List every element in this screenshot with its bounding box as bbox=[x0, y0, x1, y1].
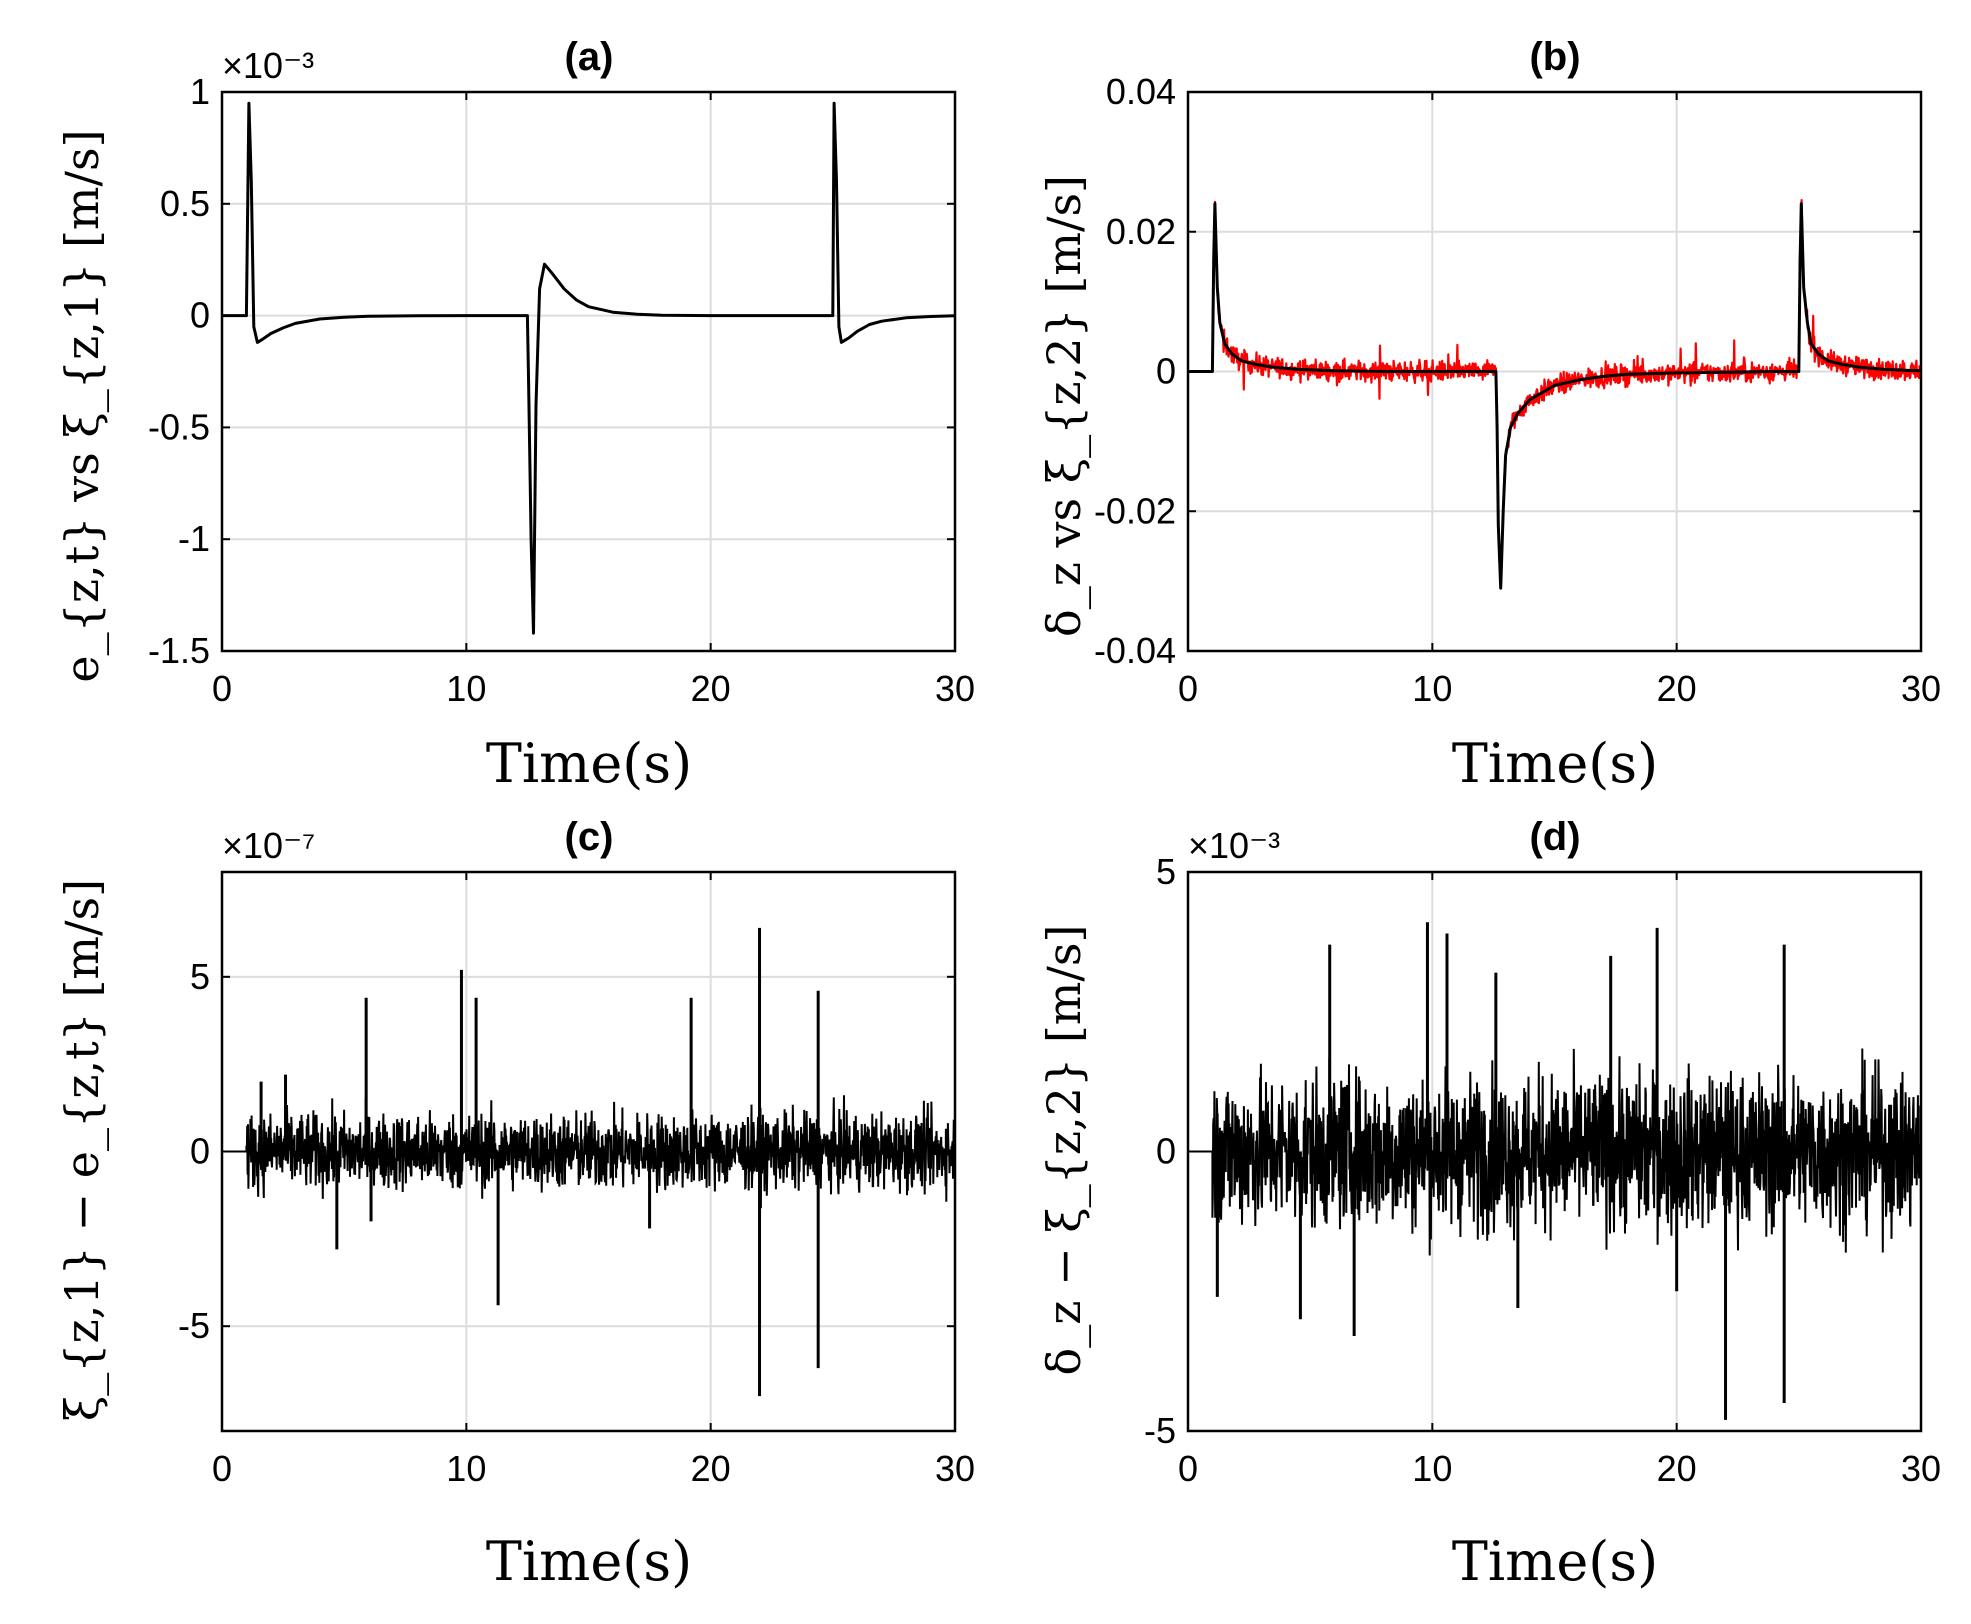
panel-d-xlabel: Time(s) bbox=[1452, 1530, 1658, 1593]
series-line-b-1 bbox=[1188, 202, 1921, 590]
axes-frame-a bbox=[220, 90, 957, 653]
panel-c: (c) ×10⁻⁷ Time(s) ξ_{z,1} − e_{z,t} [m/s… bbox=[55, 815, 975, 1593]
y-tick-label: 0.04 bbox=[1106, 71, 1176, 112]
panel-b-title: (b) bbox=[1529, 35, 1580, 79]
series-line-a-0 bbox=[222, 101, 955, 635]
panel-c-exponent: ×10⁻⁷ bbox=[222, 825, 315, 866]
y-tick-label: -1.5 bbox=[148, 630, 210, 671]
x-tick-label: 10 bbox=[1412, 668, 1452, 709]
plot-area-a bbox=[222, 101, 955, 635]
y-tick-label: -5 bbox=[178, 1305, 210, 1346]
y-tick-label: -5 bbox=[1144, 1410, 1176, 1451]
x-tick-label: 0 bbox=[212, 1448, 232, 1489]
y-tick-label: 0.02 bbox=[1106, 211, 1176, 252]
panel-b-ylabel: δ_z vs ξ_{z,2} [m/s] bbox=[1037, 175, 1091, 637]
x-tick-label: 30 bbox=[935, 1448, 975, 1489]
panel-a-exponent: ×10⁻³ bbox=[222, 45, 314, 86]
panel-a: (a) ×10⁻³ Time(s) e_{z,t} vs ξ_{z,1} [m/… bbox=[55, 35, 975, 795]
plot-area-b bbox=[1188, 199, 1921, 590]
y-tick-label: 5 bbox=[190, 956, 210, 997]
x-tick-label: 20 bbox=[691, 668, 731, 709]
panel-d-exponent: ×10⁻³ bbox=[1188, 825, 1280, 866]
x-tick-label: 0 bbox=[212, 668, 232, 709]
panel-d-title: (d) bbox=[1529, 815, 1580, 859]
y-tick-label: -0.04 bbox=[1094, 630, 1176, 671]
y-tick-label: -0.5 bbox=[148, 406, 210, 447]
x-tick-label: 30 bbox=[935, 668, 975, 709]
x-tick-label: 30 bbox=[1901, 668, 1941, 709]
series-line-b-0 bbox=[1188, 199, 1921, 588]
y-tick-label: 0 bbox=[1156, 351, 1176, 392]
panel-c-ylabel: ξ_{z,1} − e_{z,t} [m/s] bbox=[55, 879, 109, 1421]
y-tick-label: -1 bbox=[178, 518, 210, 559]
y-tick-label: -0.02 bbox=[1094, 490, 1176, 531]
noise-line-c bbox=[222, 1095, 955, 1209]
y-tick-label: 0.5 bbox=[160, 183, 210, 224]
x-tick-label: 10 bbox=[446, 668, 486, 709]
panel-a-title: (a) bbox=[565, 35, 614, 79]
plot-area-d bbox=[1188, 922, 1921, 1420]
y-tick-label: 0 bbox=[190, 1131, 210, 1172]
panel-a-ylabel: e_{z,t} vs ξ_{z,1} [m/s] bbox=[55, 129, 109, 682]
panel-d: (d) ×10⁻³ Time(s) δ_z − ξ_{z,2} [m/s] 0 1… bbox=[1037, 815, 1941, 1593]
axes-frame-d bbox=[1186, 870, 1923, 1433]
x-tick-label: 20 bbox=[691, 1448, 731, 1489]
panel-c-xlabel: Time(s) bbox=[486, 1530, 692, 1593]
y-tick-label: 5 bbox=[1156, 851, 1176, 892]
x-tick-label: 20 bbox=[1657, 668, 1697, 709]
x-tick-label: 10 bbox=[446, 1448, 486, 1489]
noise-line-d bbox=[1188, 1048, 1921, 1256]
y-tick-label: 0 bbox=[1156, 1131, 1176, 1172]
y-tick-label: 1 bbox=[190, 71, 210, 112]
panel-b-xlabel: Time(s) bbox=[1452, 732, 1658, 795]
axes-frame-c bbox=[220, 870, 957, 1433]
x-tick-label: 0 bbox=[1178, 1448, 1198, 1489]
panel-a-xlabel: Time(s) bbox=[486, 732, 692, 795]
x-tick-label: 30 bbox=[1901, 1448, 1941, 1489]
axes-frame-b bbox=[1186, 90, 1923, 653]
y-tick-label: 0 bbox=[190, 295, 210, 336]
x-tick-label: 10 bbox=[1412, 1448, 1452, 1489]
panel-b: (b) Time(s) δ_z vs ξ_{z,2} [m/s] 0 10 20 30… bbox=[1037, 35, 1941, 795]
panel-c-title: (c) bbox=[565, 815, 614, 859]
plot-area-c bbox=[222, 927, 955, 1397]
x-tick-label: 0 bbox=[1178, 668, 1198, 709]
x-tick-label: 20 bbox=[1657, 1448, 1697, 1489]
panel-d-ylabel: δ_z − ξ_{z,2} [m/s] bbox=[1037, 925, 1091, 1376]
